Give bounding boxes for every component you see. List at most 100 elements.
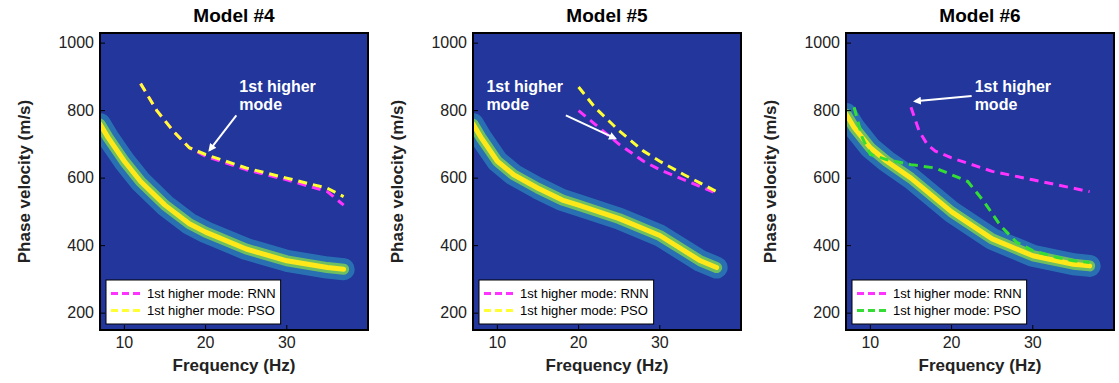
y-tick [846,245,851,246]
glow-outer [473,124,717,267]
ridge-line [473,124,717,267]
y-tick [846,110,851,111]
annotation-arrow [210,115,237,150]
x-tick-label: 20 [570,334,588,351]
y-tick-label: 800 [813,102,840,119]
plot-frame [473,33,741,330]
legend-swatch [484,309,514,312]
annotation: 1st highermode [486,78,562,113]
x-tick-label: 30 [278,334,296,351]
glow-inner [473,124,717,267]
y-tick [473,43,478,44]
plot-background [473,33,741,330]
dashed-line [854,107,1090,262]
y-tick-label: 1000 [804,34,840,51]
legend: 1st higher mode: RNN 1st higher mode: PSO [852,280,1027,324]
y-tick-label: 600 [440,169,467,186]
legend-label: 1st higher mode: RNN [520,286,649,301]
panel-title: Model #5 [566,5,648,26]
legend-label: 1st higher mode: RNN [893,286,1022,301]
panel: 1020302004006008001000Frequency (Hz)Phas… [761,5,1114,375]
y-tick-label: 1000 [58,34,94,51]
x-tick-label: 20 [943,334,961,351]
x-tick [1032,325,1033,330]
x-tick [286,325,287,330]
legend-swatch [111,292,141,295]
legend-box [852,280,1027,324]
x-tick [205,325,206,330]
y-tick-label: 200 [813,304,840,321]
x-tick [951,325,952,330]
y-axis-title: Phase velocity (m/s) [761,100,780,263]
y-tick-label: 400 [440,237,467,254]
glow-outer [100,124,344,269]
panel: 10 20 30 200 400 600 800 1000 Frequency (Hz) Phas… [388,5,741,375]
y-tick [473,313,478,314]
y-tick [846,313,851,314]
panel-title: Model #4 [193,5,275,26]
y-tick-label: 600 [813,169,840,186]
x-tick-label: 10 [861,334,879,351]
marks [473,87,717,268]
y-tick-label: 400 [813,237,840,254]
x-tick [124,325,125,330]
dashed-line [579,87,717,192]
x-axis-title: Frequency (Hz) [546,356,669,375]
marks [846,107,1090,266]
y-tick [100,178,105,179]
panel: 1020302004006008001000Frequency (Hz)Phas… [15,5,368,375]
glow-outer [846,114,1090,266]
legend-box [479,280,654,324]
ridge-line [846,114,1090,266]
glow-inner [846,114,1090,266]
panel-title: Model #6 [939,5,1020,26]
y-tick [846,43,851,44]
plot-background [846,33,1114,330]
y-tick [100,110,105,111]
y-tick-label: 400 [67,237,94,254]
y-tick [100,43,105,44]
annotation: 1st highermode [239,78,315,113]
plot-frame [846,33,1114,330]
legend-label: 1st higher mode: RNN [147,286,276,301]
legend-label: 1st higher mode: PSO [147,303,275,318]
x-tick [497,325,498,330]
dashed-line [141,84,344,206]
y-tick-label: 200 [67,304,94,321]
ridge-line [100,124,344,269]
y-tick-label: 200 [440,304,467,321]
plot-frame [100,33,368,330]
y-axis-title: Phase velocity (m/s) [388,100,407,263]
legend-label: 1st higher mode: PSO [893,303,1021,318]
annotation-arrow [566,115,615,138]
x-tick-label: 10 [115,334,133,351]
y-tick-label: 600 [67,169,94,186]
glow-inner [100,124,344,269]
dashed-line [911,107,1090,191]
y-tick-label: 1000 [431,34,467,51]
x-tick-label: 10 [488,334,506,351]
legend-label: 1st higher mode: PSO [520,303,648,318]
dashed-line [141,84,344,197]
x-tick [870,325,871,330]
y-tick [846,178,851,179]
legend-box [106,280,281,324]
x-axis-title: Frequency (Hz) [919,356,1042,375]
legend: 1st higher mode: RNN 1st higher mode: PSO [106,280,281,324]
y-tick [100,313,105,314]
x-tick-label: 30 [651,334,669,351]
x-tick [578,325,579,330]
y-tick [473,110,478,111]
legend-swatch [857,309,887,312]
x-tick-label: 20 [197,334,215,351]
annotation-arrow [915,96,972,101]
y-tick-label: 800 [440,102,467,119]
y-tick [100,245,105,246]
y-tick-label: 800 [67,102,94,119]
legend-swatch [857,292,887,295]
legend-swatch [484,292,514,295]
annotation: 1st highermode [975,78,1051,113]
y-tick [473,178,478,179]
legend-swatch [111,309,141,312]
x-tick [659,325,660,330]
